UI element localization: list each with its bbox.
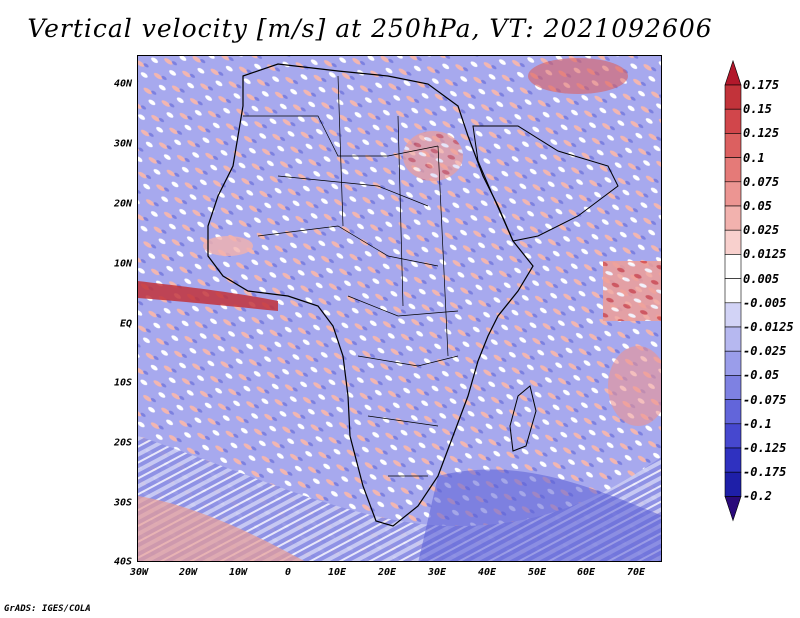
colorbar-cell	[724, 375, 742, 400]
colorbar	[724, 60, 742, 522]
colorbar-label: 0.1	[743, 150, 765, 165]
lat-tick-40n: 40N	[113, 78, 132, 90]
lon-tick-30w: 30W	[129, 567, 149, 578]
colorbar-label: -0.1	[743, 416, 772, 431]
colorbar-label: -0.175	[743, 465, 787, 480]
colorbar-cell	[724, 205, 742, 231]
lat-tick-30n: 30N	[113, 138, 132, 150]
lat-tick-10s: 10S	[113, 377, 132, 389]
colorbar-cell	[724, 471, 742, 497]
colorbar-label: -0.005	[743, 295, 787, 310]
lat-tick-20s: 20S	[113, 437, 132, 449]
lon-tick-10e: 10E	[327, 567, 347, 578]
lon-tick-60e: 60E	[576, 567, 596, 578]
lon-tick-50e: 50E	[527, 567, 547, 578]
colorbar-cell	[724, 108, 742, 134]
velocity-map	[137, 55, 662, 562]
colorbar-cell	[724, 423, 742, 449]
lat-tick-40s: 40S	[113, 556, 132, 568]
africa-coastline	[207, 63, 534, 527]
colorbar-label: -0.125	[743, 441, 787, 455]
colorbar-cell	[724, 254, 742, 279]
colorbar-cell	[724, 60, 742, 86]
lon-tick-30e: 30E	[427, 567, 447, 578]
grads-credit: GrADS: IGES/COLA	[4, 604, 91, 614]
colorbar-label: 0.0125	[743, 247, 787, 262]
colorbar-cell	[724, 278, 742, 304]
lon-tick-70e: 70E	[626, 567, 646, 578]
colorbar-cell	[724, 326, 742, 352]
colorbar-cell	[724, 496, 742, 522]
velocity-field-svg	[138, 56, 661, 561]
colorbar-label: -0.2	[743, 489, 772, 504]
colorbar-cell	[724, 84, 742, 110]
colorbar-cell	[724, 133, 742, 158]
lat-tick-20n: 20N	[113, 198, 132, 210]
colorbar-cell	[724, 350, 742, 376]
colorbar-label: 0.025	[743, 223, 780, 238]
colorbar-label: -0.05	[743, 368, 780, 383]
colorbar-label: 0.125	[743, 126, 780, 141]
lon-tick-0: 0	[284, 567, 292, 578]
colorbar-label: -0.0125	[743, 320, 794, 334]
lon-tick-20e: 20E	[377, 567, 397, 578]
colorbar-cell	[724, 302, 742, 328]
colorbar-cell	[724, 229, 742, 255]
lat-tick-eq: EQ	[119, 318, 132, 330]
lon-tick-10w: 10W	[228, 567, 248, 578]
lon-tick-20w: 20W	[178, 567, 198, 578]
colorbar-cell	[724, 157, 742, 183]
colorbar-label: -0.075	[743, 392, 787, 407]
colorbar-cell	[724, 399, 742, 425]
colorbar-label: 0.005	[743, 271, 780, 286]
colorbar-label: 0.15	[743, 102, 772, 117]
colorbar-cell	[724, 181, 742, 207]
map-title: Vertical velocity [m/s] at 250hPa, VT: 2…	[27, 14, 713, 43]
lat-tick-30s: 30S	[113, 497, 132, 509]
colorbar-label: 0.075	[743, 174, 780, 189]
lat-tick-10n: 10N	[113, 258, 132, 270]
colorbar-label: 0.175	[743, 78, 780, 92]
colorbar-label: 0.05	[743, 199, 772, 213]
colorbar-label: -0.025	[743, 344, 787, 359]
lon-tick-40e: 40E	[477, 567, 497, 578]
colorbar-cell	[724, 447, 742, 473]
